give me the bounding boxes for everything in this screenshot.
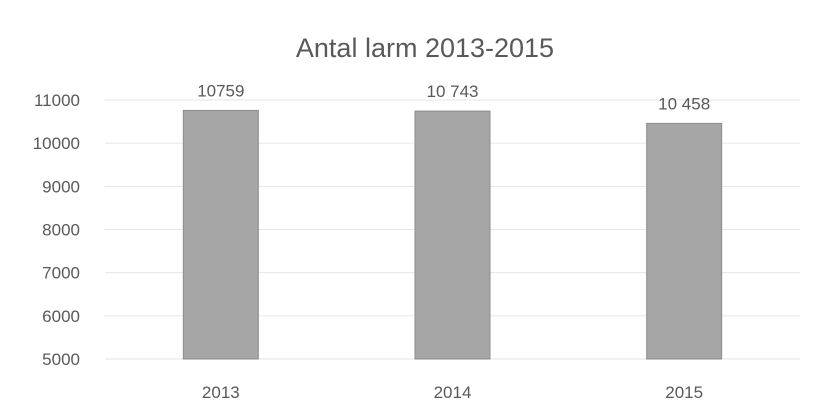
- bar-2015: [646, 122, 723, 360]
- y-axis-tick-labels: 5000 6000 7000 8000 9000 10000 11000: [33, 91, 80, 369]
- x-tick-label-2013: 2013: [202, 383, 240, 402]
- bar-2013: [182, 109, 259, 360]
- y-tick-label: 7000: [42, 264, 80, 283]
- x-tick-label-2015: 2015: [665, 383, 703, 402]
- y-tick-label: 5000: [42, 350, 80, 369]
- y-tick-label: 10000: [33, 134, 80, 153]
- bar-2014: [414, 110, 491, 360]
- data-label-2013: 10759: [197, 81, 244, 100]
- bars: [182, 109, 723, 360]
- data-label-2015: 10 458: [658, 94, 710, 113]
- y-tick-label: 11000: [34, 91, 80, 110]
- data-labels: 10759 10 743 10 458: [197, 81, 710, 113]
- y-tick-label: 8000: [42, 221, 80, 240]
- data-label-2014: 10 743: [427, 82, 479, 101]
- y-tick-label: 9000: [42, 177, 80, 196]
- x-tick-label-2014: 2014: [434, 383, 472, 402]
- chart-title: Antal larm 2013-2015: [296, 33, 554, 63]
- y-tick-label: 6000: [42, 307, 80, 326]
- x-axis-tick-labels: 2013 2014 2015: [202, 383, 703, 402]
